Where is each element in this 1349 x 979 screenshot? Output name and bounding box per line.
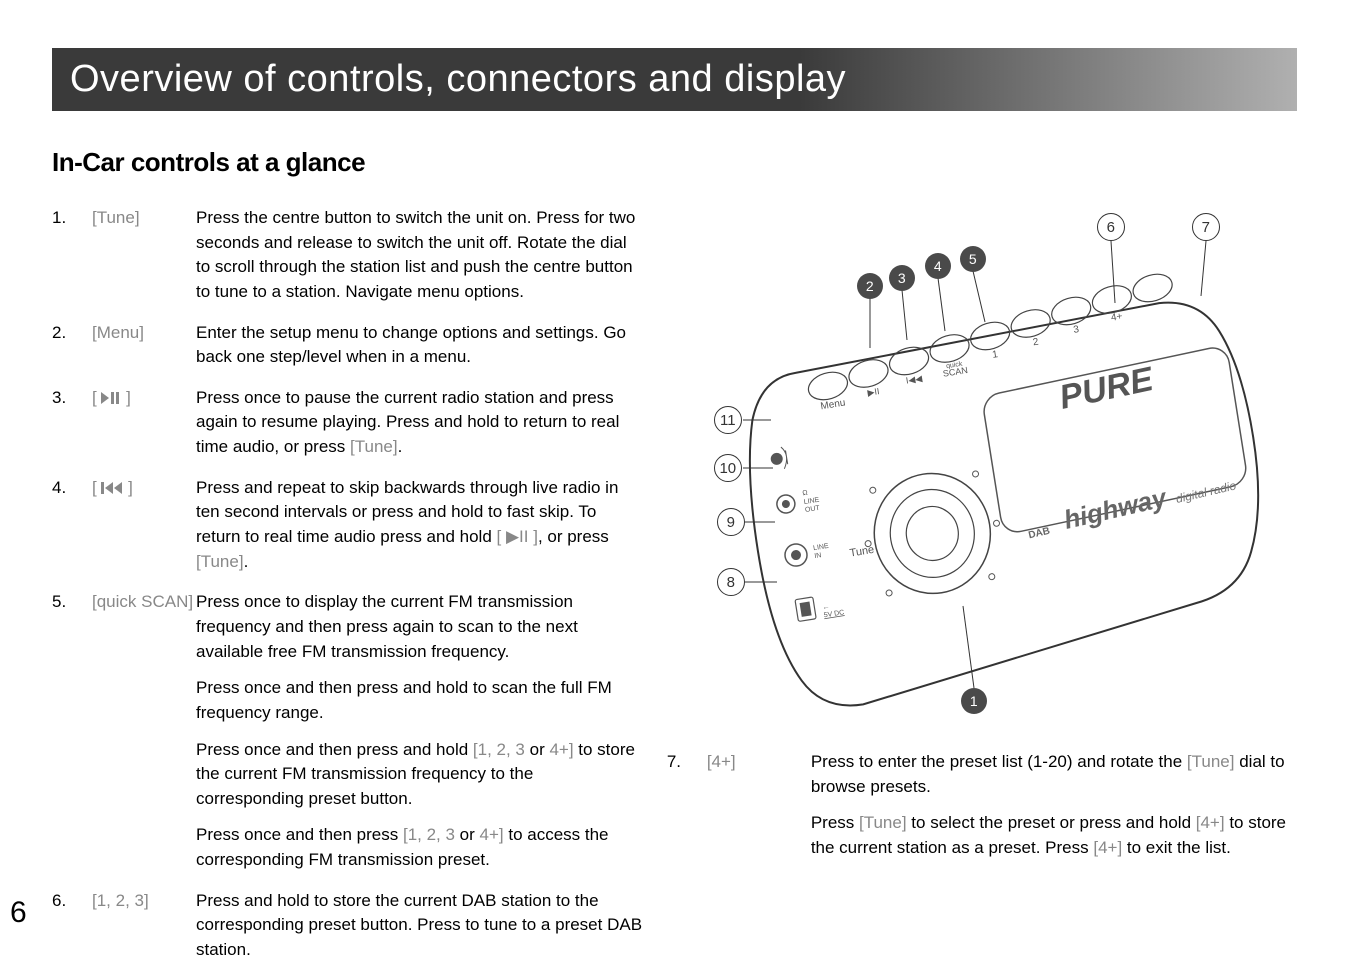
callout-7: 7 <box>1192 213 1220 241</box>
item-description: Press once to display the current FM tra… <box>196 590 643 872</box>
section-subtitle: In-Car controls at a glance <box>52 147 1297 178</box>
list-item: 6.[1, 2, 3]Press and hold to store the c… <box>52 889 643 963</box>
callout-10: 10 <box>714 454 742 482</box>
item-description: Press to enter the preset list (1-20) an… <box>811 750 1297 861</box>
svg-text:▶II: ▶II <box>867 386 880 398</box>
item-description: Press and repeat to skip backwards throu… <box>196 476 643 575</box>
item-number: 7. <box>667 750 707 861</box>
left-column: 1.[Tune]Press the centre button to switc… <box>52 206 643 979</box>
item-label: [1, 2, 3] <box>92 889 196 963</box>
header-bar: Overview of controls, connectors and dis… <box>52 48 1297 111</box>
item-number: 1. <box>52 206 92 305</box>
callout-3: 3 <box>889 265 915 291</box>
callout-9: 9 <box>717 508 745 536</box>
item-label: [Menu] <box>92 321 196 370</box>
list-item: 7.[4+]Press to enter the preset list (1-… <box>667 750 1297 861</box>
item-number: 4. <box>52 476 92 575</box>
play-pause-icon: [ ] <box>92 386 196 460</box>
callout-5: 5 <box>960 246 986 272</box>
item-number: 2. <box>52 321 92 370</box>
callout-4: 4 <box>925 253 951 279</box>
item-description: Press and hold to store the current DAB … <box>196 889 643 963</box>
svg-text:Ω: Ω <box>802 489 808 497</box>
item-number: 3. <box>52 386 92 460</box>
item-description: Enter the setup menu to change options a… <box>196 321 643 370</box>
svg-text:←: ← <box>822 603 830 611</box>
svg-text:4+: 4+ <box>1110 311 1123 324</box>
list-item: 1.[Tune]Press the centre button to switc… <box>52 206 643 305</box>
item-number: 6. <box>52 889 92 963</box>
item-label: [Tune] <box>92 206 196 305</box>
item-label: [4+] <box>707 750 811 861</box>
callout-6: 6 <box>1097 213 1125 241</box>
item-number: 5. <box>52 590 92 872</box>
right-column: PURE highway digital radio DAB <box>667 206 1297 979</box>
item-description: Press the centre button to switch the un… <box>196 206 643 305</box>
list-item: 5.[quick SCAN]Press once to display the … <box>52 590 643 872</box>
page-title: Overview of controls, connectors and dis… <box>70 58 1279 101</box>
callout-2: 2 <box>857 273 883 299</box>
page-number: 6 <box>10 896 27 930</box>
list-item: 4.[ ]Press and repeat to skip backwards … <box>52 476 643 575</box>
device-diagram: PURE highway digital radio DAB <box>667 206 1287 726</box>
list-item: 2.[Menu]Enter the setup menu to change o… <box>52 321 643 370</box>
skip-back-icon: [ ] <box>92 476 196 575</box>
svg-text:IN: IN <box>814 552 822 560</box>
callout-11: 11 <box>714 406 742 434</box>
callout-1: 1 <box>961 688 987 714</box>
list-item: 3.[ ]Press once to pause the current rad… <box>52 386 643 460</box>
item-description: Press once to pause the current radio st… <box>196 386 643 460</box>
item-label: [quick SCAN] <box>92 590 196 872</box>
callout-8: 8 <box>717 568 745 596</box>
